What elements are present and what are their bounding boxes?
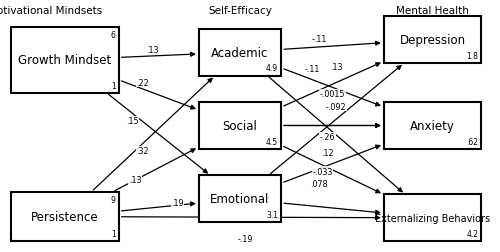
Text: 4.9: 4.9 bbox=[266, 64, 278, 73]
Text: -.11: -.11 bbox=[305, 65, 320, 74]
Text: 4.5: 4.5 bbox=[266, 137, 278, 146]
FancyBboxPatch shape bbox=[12, 28, 119, 93]
Text: .13: .13 bbox=[146, 46, 159, 55]
Text: Emotional: Emotional bbox=[210, 193, 270, 206]
FancyBboxPatch shape bbox=[198, 103, 281, 149]
Text: 3.1: 3.1 bbox=[266, 210, 278, 219]
FancyBboxPatch shape bbox=[384, 195, 481, 241]
Text: .19: .19 bbox=[171, 198, 184, 207]
Text: -.19: -.19 bbox=[238, 234, 253, 243]
FancyBboxPatch shape bbox=[198, 29, 281, 76]
Text: -.0015: -.0015 bbox=[320, 90, 345, 99]
Text: 9: 9 bbox=[111, 195, 116, 204]
Text: Social: Social bbox=[222, 119, 258, 133]
Text: .22: .22 bbox=[136, 79, 149, 88]
Text: -.033: -.033 bbox=[312, 167, 332, 176]
Text: -.092: -.092 bbox=[326, 103, 346, 112]
Text: Growth Mindset: Growth Mindset bbox=[18, 54, 112, 67]
Text: -.26: -.26 bbox=[320, 133, 335, 142]
FancyBboxPatch shape bbox=[384, 103, 481, 149]
Text: Depression: Depression bbox=[400, 34, 466, 47]
Text: .078: .078 bbox=[310, 179, 328, 188]
Text: Externalizing Behaviors: Externalizing Behaviors bbox=[375, 213, 490, 223]
Text: .12: .12 bbox=[321, 148, 334, 157]
Text: 1: 1 bbox=[111, 81, 116, 90]
Text: Anxiety: Anxiety bbox=[410, 119, 455, 133]
Text: 1: 1 bbox=[111, 229, 116, 238]
Text: 6: 6 bbox=[111, 31, 116, 40]
Text: .13: .13 bbox=[330, 62, 342, 71]
Text: Self-Efficacy: Self-Efficacy bbox=[208, 6, 272, 16]
Text: 1.8: 1.8 bbox=[466, 52, 478, 60]
Text: .13: .13 bbox=[129, 176, 141, 185]
FancyBboxPatch shape bbox=[384, 17, 481, 64]
Text: Persistence: Persistence bbox=[31, 210, 99, 223]
Text: .32: .32 bbox=[136, 147, 149, 156]
Text: -.11: -.11 bbox=[312, 35, 326, 44]
Text: .62: .62 bbox=[466, 137, 478, 146]
Text: Mental Health: Mental Health bbox=[396, 6, 469, 16]
Text: 4.2: 4.2 bbox=[466, 229, 478, 238]
Text: Motivational Mindsets: Motivational Mindsets bbox=[0, 6, 102, 16]
Text: .15: .15 bbox=[126, 116, 139, 125]
FancyBboxPatch shape bbox=[12, 192, 119, 241]
Text: Academic: Academic bbox=[212, 46, 268, 59]
FancyBboxPatch shape bbox=[198, 176, 281, 222]
